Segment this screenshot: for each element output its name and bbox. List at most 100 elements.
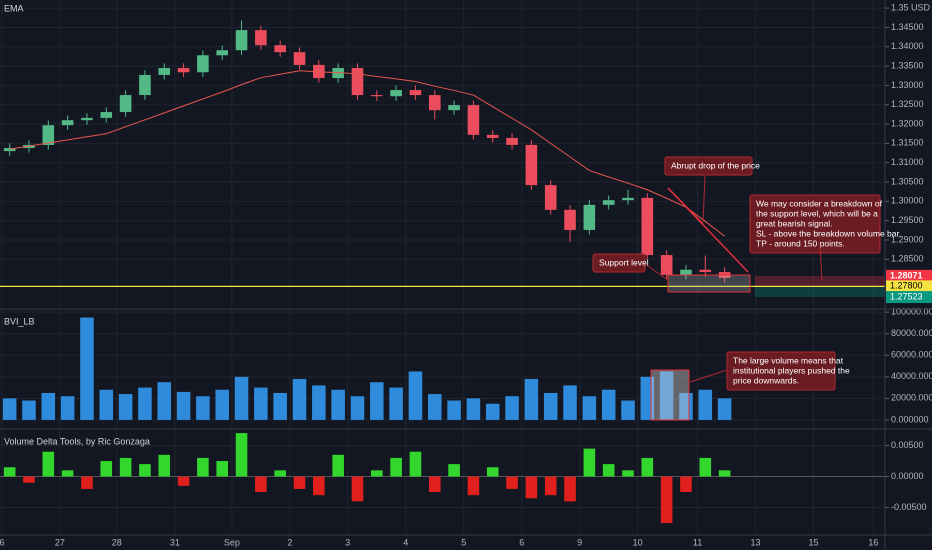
callout-box [664, 156, 753, 176]
ema-line [9, 70, 725, 237]
volume-bar [524, 378, 539, 420]
support-box [667, 274, 751, 293]
callout-text: institutional players pushed the [733, 365, 850, 375]
pane-title: Volume Delta Tools, by Ric Gonzaga [4, 436, 150, 446]
candle-body [235, 30, 248, 51]
callout-text: SL - above the breakdown volume bar. [756, 228, 901, 238]
candle-body [390, 90, 402, 97]
volume-bar [485, 403, 500, 420]
delta-bar [467, 476, 480, 496]
y-tick-label: 40000.000000 [891, 371, 932, 381]
volume-bar [659, 371, 674, 420]
y-tick-label: 80000.000000 [891, 328, 932, 338]
volume-bar [157, 382, 172, 420]
candle-body [428, 95, 441, 111]
delta-bar [371, 470, 383, 477]
x-tick-label: 27 [55, 537, 65, 547]
price-tag [886, 291, 932, 304]
pane-title: EMA [4, 3, 24, 13]
candle-body [81, 117, 93, 121]
delta-bar [23, 476, 35, 483]
y-tick-label: 1.32500 [891, 99, 924, 109]
volume-highlight [650, 369, 690, 421]
y-tick-label: 100000.000000 [891, 307, 932, 317]
candle-body [255, 30, 267, 46]
delta-bar [119, 457, 132, 477]
delta-bar [100, 461, 113, 477]
price-tag-label: 1.28071 [890, 270, 923, 280]
y-tick-label: 1.28500 [891, 254, 924, 264]
volume-bar [312, 385, 326, 420]
volume-bar [698, 389, 713, 420]
delta-bar [506, 476, 518, 489]
delta-bar [177, 476, 190, 486]
y-tick-label: 1.33500 [891, 60, 924, 70]
candle-body [680, 269, 692, 275]
x-tick-label: 4 [403, 537, 408, 547]
candle-body [564, 209, 576, 230]
delta-bar [139, 464, 151, 477]
y-tick-label: 1.29500 [891, 215, 924, 225]
callout-text: We may consider a breakdown of [756, 198, 883, 208]
volume-bar [350, 396, 365, 420]
volume-bar [389, 387, 403, 420]
x-tick-label: Sep [224, 537, 240, 547]
candle-body [351, 68, 364, 96]
candle-body [602, 200, 615, 205]
y-tick-label: 20000.000000 [891, 393, 932, 403]
delta-bar [583, 448, 596, 477]
candle-body [467, 105, 480, 135]
delta-bar [409, 451, 422, 477]
callout-pointer [819, 244, 823, 281]
y-tick-label: 0.00000 [891, 471, 924, 481]
candle-body [42, 125, 55, 145]
delta-bar [448, 464, 460, 477]
price-tag-label: 1.27800 [890, 281, 923, 291]
volume-bar [292, 378, 307, 420]
callout-text: TP - around 150 points. [756, 238, 845, 248]
delta-bar [61, 470, 74, 477]
y-tick-label: 1.34000 [891, 41, 924, 51]
volume-bar [563, 385, 577, 420]
volume-bar [22, 400, 36, 420]
candle-body [622, 197, 634, 201]
y-tick-label: 1.32000 [891, 118, 924, 128]
candle-body [119, 95, 132, 113]
volume-bar [176, 391, 191, 420]
volume-bar [196, 396, 210, 420]
volume-bar [80, 317, 94, 420]
delta-bar [699, 457, 712, 477]
delta-bar [564, 476, 576, 502]
candle-body [544, 185, 557, 210]
delta-bar [235, 433, 248, 477]
delta-bar [293, 476, 306, 489]
delta-bar [718, 470, 731, 477]
callout-text: Abrupt drop of the price [671, 160, 760, 170]
volume-bar [408, 371, 423, 420]
candle-body [506, 137, 518, 145]
volume-bar [234, 376, 249, 420]
delta-bar [216, 461, 229, 477]
y-tick-label: 1.34500 [891, 22, 924, 32]
x-tick-label: 15 [808, 537, 818, 547]
y-tick-label: 60000.000000 [891, 350, 932, 360]
volume-bar [273, 392, 287, 420]
volume-bar [41, 392, 56, 420]
candle-body [274, 45, 286, 53]
y-tick-label: 1.31000 [891, 157, 924, 167]
volume-bar [118, 394, 133, 420]
volume-bar [99, 389, 114, 420]
callout-text: Support level [599, 257, 649, 267]
volume-bar [254, 387, 268, 420]
volume-bar [582, 396, 597, 420]
stop-zone [755, 275, 885, 287]
candle-body [197, 55, 209, 73]
price-tag [886, 269, 932, 282]
x-tick-label: 16 [868, 537, 878, 547]
delta-bar [544, 476, 557, 496]
price-tag [886, 280, 932, 293]
delta-bar [274, 470, 286, 477]
candle-body [100, 112, 113, 118]
callout-text: The large volume means that [733, 355, 844, 365]
